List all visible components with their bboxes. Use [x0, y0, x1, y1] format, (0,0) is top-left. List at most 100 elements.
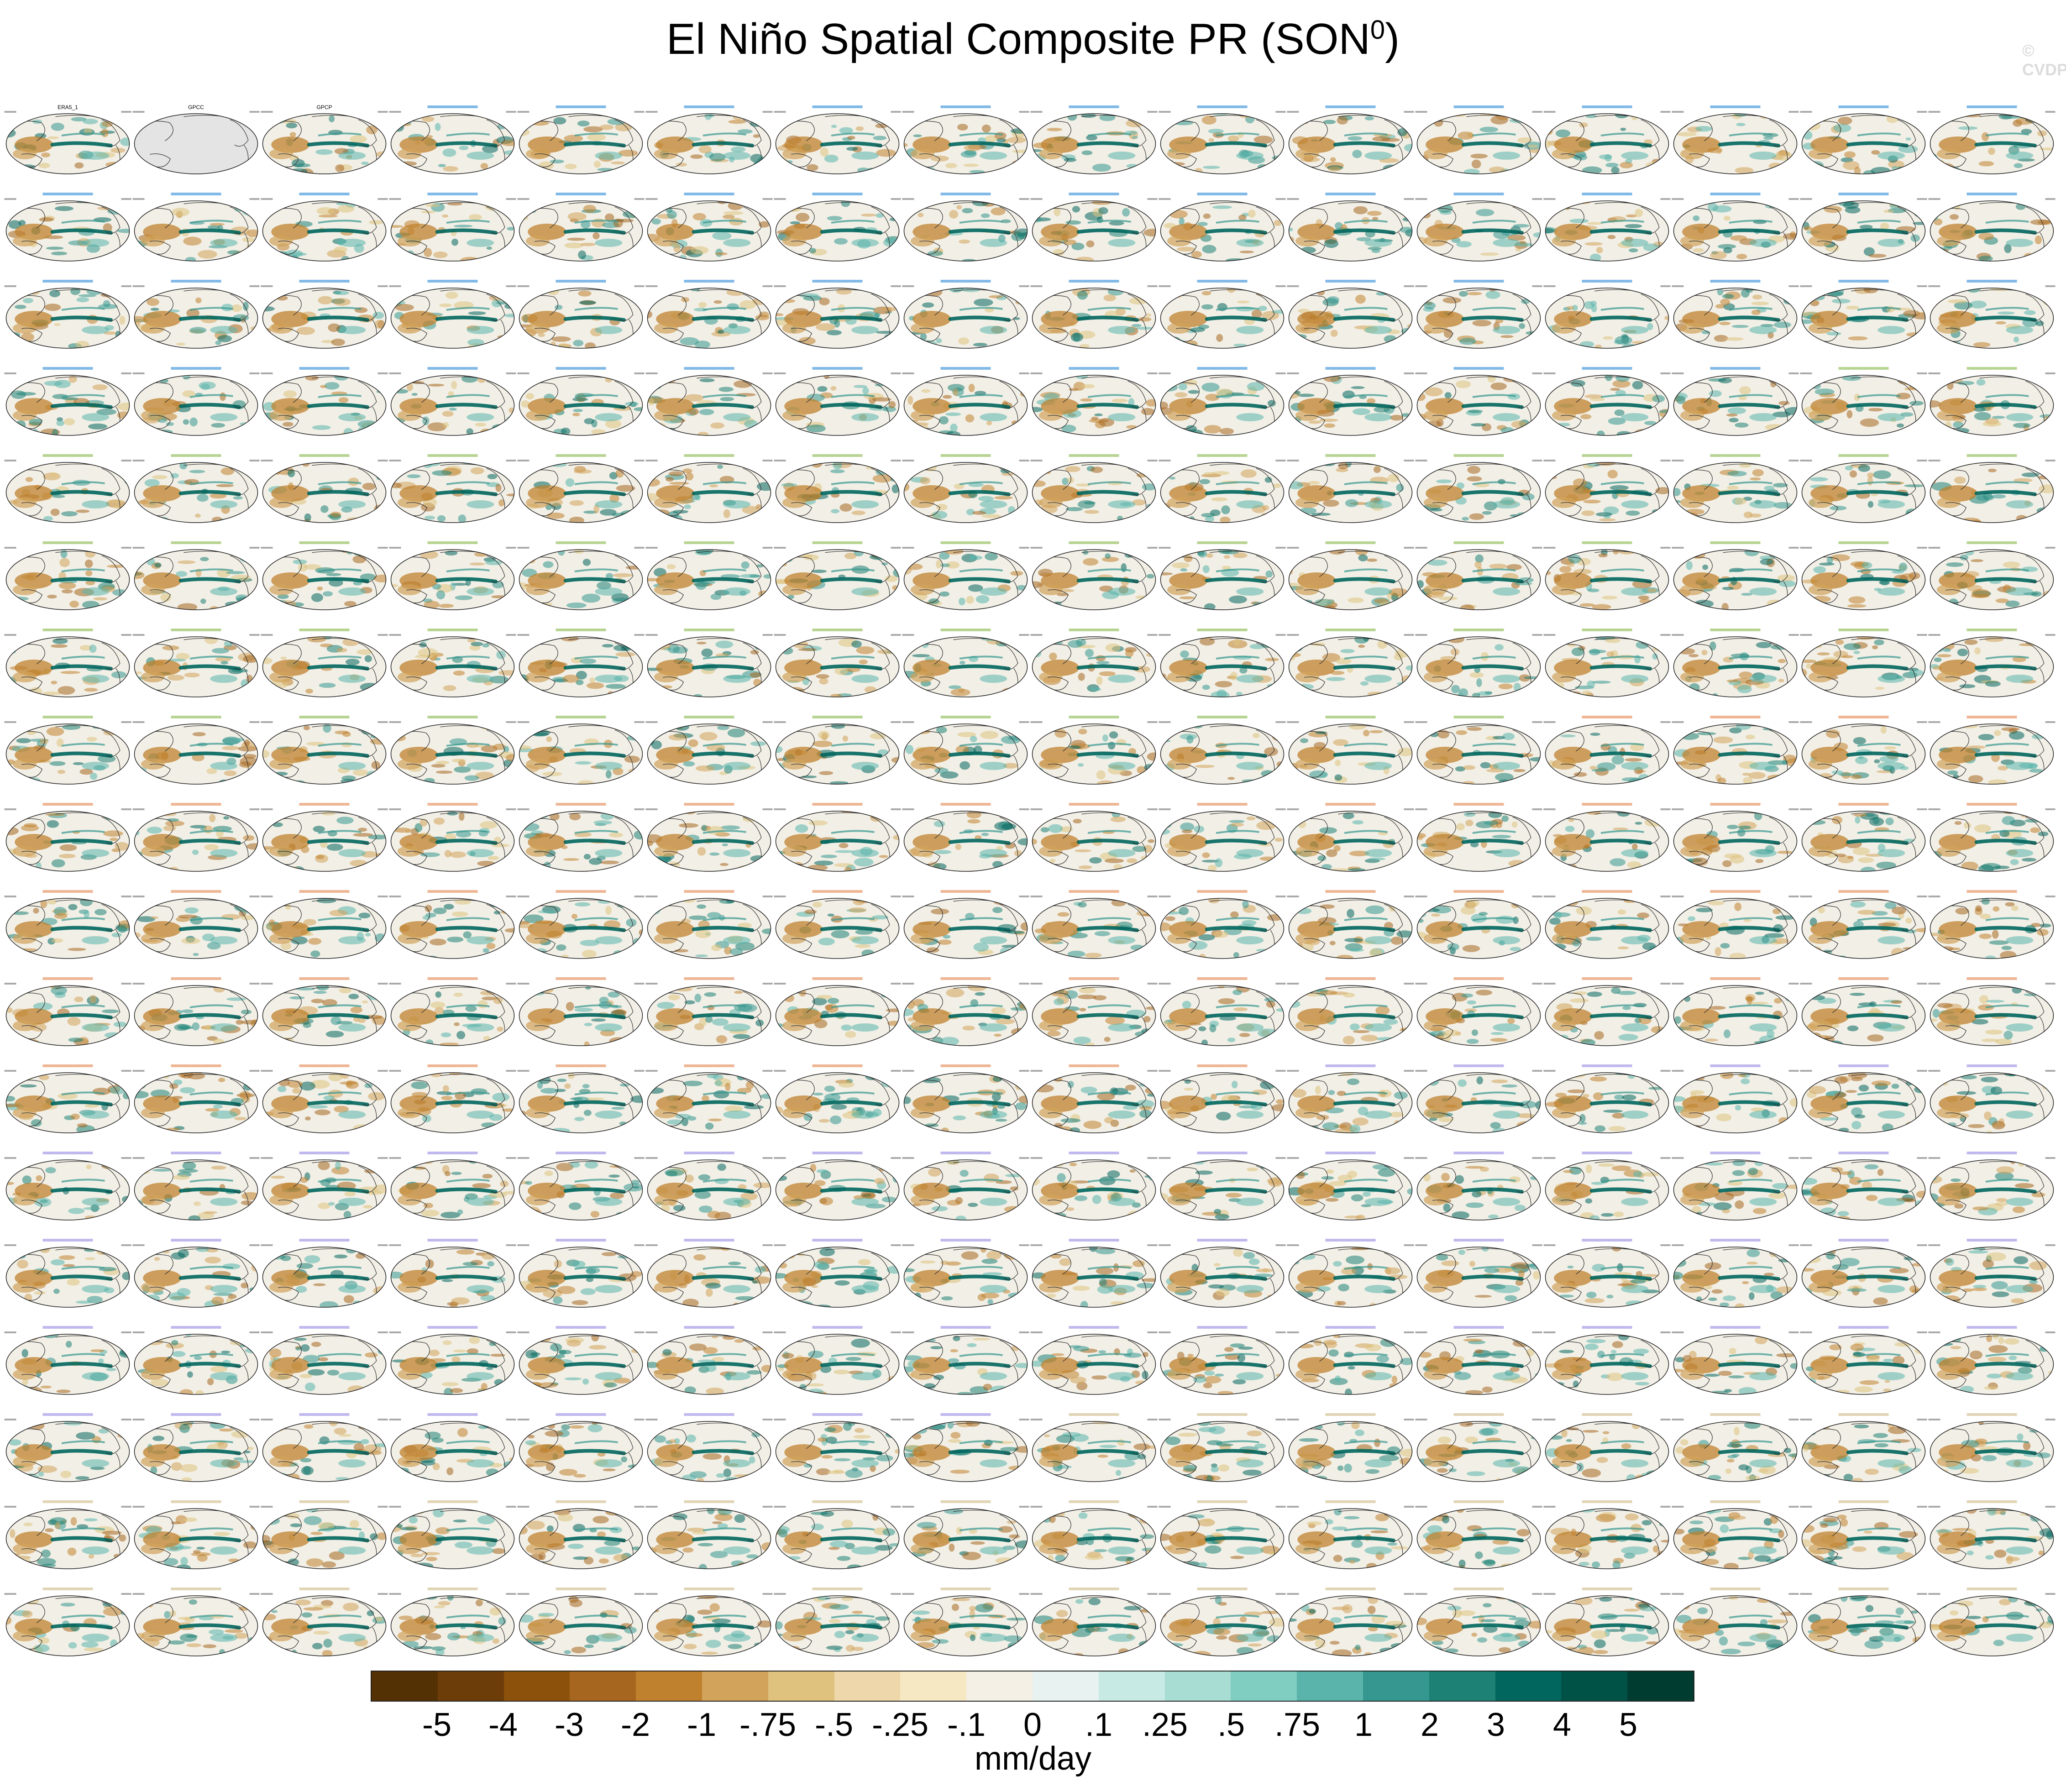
anomaly-patch — [836, 288, 852, 295]
panel-title-mark — [1069, 541, 1119, 544]
anomaly-patch — [1295, 599, 1313, 604]
anomaly-patch — [1530, 384, 1541, 389]
coastline — [1432, 328, 1453, 342]
map-panel — [261, 629, 388, 697]
anomaly-patch — [519, 597, 524, 601]
anomaly-patch — [753, 160, 767, 169]
anomaly-patch — [74, 162, 84, 169]
wet-anomaly — [467, 239, 494, 247]
anomaly-patch — [1606, 651, 1614, 657]
anomaly-patch — [1367, 558, 1378, 562]
map-panel — [774, 193, 901, 262]
anomaly-patch — [1012, 150, 1028, 153]
wet-anomaly — [980, 152, 1007, 160]
anomaly-patch — [1063, 239, 1077, 245]
anomaly-patch — [744, 419, 758, 428]
anomaly-patch — [550, 159, 564, 164]
anomaly-patch — [647, 383, 662, 390]
panel-stat-mark — [506, 634, 516, 636]
wet-anomaly — [1472, 307, 1516, 311]
anomaly-patch — [22, 298, 33, 304]
anomaly-patch — [2016, 515, 2027, 522]
anomaly-patch — [699, 378, 715, 383]
wet-anomaly — [307, 141, 369, 147]
anomaly-patch — [1860, 418, 1879, 427]
anomaly-patch — [137, 423, 145, 431]
anomaly-patch — [1223, 555, 1230, 559]
anomaly-patch — [1914, 209, 1922, 217]
anomaly-patch — [507, 416, 514, 420]
anomaly-patch — [61, 511, 78, 517]
anomaly-patch — [1396, 483, 1404, 492]
anomaly-patch — [831, 509, 839, 513]
anomaly-patch — [1726, 413, 1738, 417]
panel-period-mark — [517, 721, 530, 723]
anomaly-patch — [1843, 643, 1861, 650]
anomaly-patch — [439, 603, 454, 608]
wet-anomaly — [595, 326, 623, 334]
anomaly-patch — [391, 778, 399, 783]
map-border — [647, 288, 771, 349]
anomaly-patch — [1867, 501, 1874, 508]
anomaly-patch — [495, 515, 512, 523]
wet-anomaly — [1621, 413, 1649, 421]
map-panel — [1928, 193, 2056, 262]
panel-period-mark — [4, 634, 16, 636]
anomaly-patch — [1301, 115, 1310, 124]
anomaly-patch — [695, 494, 701, 501]
anomaly-patch — [795, 213, 810, 222]
anomaly-patch — [2021, 129, 2032, 135]
wet-anomaly — [574, 394, 618, 398]
coastline — [486, 381, 505, 409]
anomaly-patch — [750, 741, 766, 746]
anomaly-patch — [783, 777, 792, 782]
anomaly-patch — [1612, 380, 1631, 388]
anomaly-patch — [147, 638, 163, 643]
anomaly-patch — [1743, 511, 1753, 519]
anomaly-patch — [1356, 237, 1371, 241]
anomaly-patch — [1969, 300, 1987, 309]
anomaly-patch — [1294, 390, 1300, 395]
panel-stat-mark — [1788, 198, 1799, 200]
anomaly-patch — [1778, 659, 1786, 663]
wet-anomaly — [1749, 326, 1777, 334]
anomaly-patch — [763, 432, 771, 435]
anomaly-patch — [1308, 481, 1320, 485]
panel-title-mark — [684, 367, 734, 370]
anomaly-patch — [1364, 116, 1374, 121]
panel-stat-mark — [506, 285, 516, 287]
wet-anomaly — [1333, 315, 1395, 322]
wet-anomaly — [210, 239, 238, 247]
anomaly-patch — [1992, 416, 2005, 419]
map-panel — [1672, 280, 1799, 349]
anomaly-patch — [953, 388, 959, 396]
anomaly-patch — [20, 516, 39, 523]
anomaly-patch — [1201, 304, 1214, 309]
anomaly-patch — [358, 426, 369, 433]
anomaly-patch — [1724, 337, 1744, 341]
anomaly-patch — [1803, 114, 1816, 119]
anomaly-patch — [1212, 205, 1232, 209]
anomaly-patch — [376, 332, 386, 341]
anomaly-patch — [1180, 650, 1189, 658]
anomaly-patch — [1945, 562, 1964, 567]
anomaly-patch — [1610, 388, 1620, 391]
wet-anomaly — [723, 675, 751, 683]
wet-anomaly — [318, 307, 362, 311]
panel-stat-mark — [378, 111, 388, 113]
panel-stat-mark — [378, 285, 388, 287]
anomaly-patch — [352, 550, 368, 556]
anomaly-patch — [583, 204, 596, 213]
panel-period-mark — [1543, 285, 1556, 287]
anomaly-patch — [811, 569, 827, 573]
map-panel — [1287, 280, 1414, 349]
anomaly-patch — [372, 254, 386, 261]
anomaly-patch — [227, 250, 241, 255]
map-panel — [1672, 367, 1799, 436]
panel-title-mark — [1453, 280, 1504, 283]
anomaly-patch — [148, 602, 155, 608]
anomaly-patch — [912, 251, 926, 259]
anomaly-patch — [368, 220, 383, 225]
panel-period-mark — [1415, 460, 1427, 461]
anomaly-patch — [346, 517, 362, 522]
